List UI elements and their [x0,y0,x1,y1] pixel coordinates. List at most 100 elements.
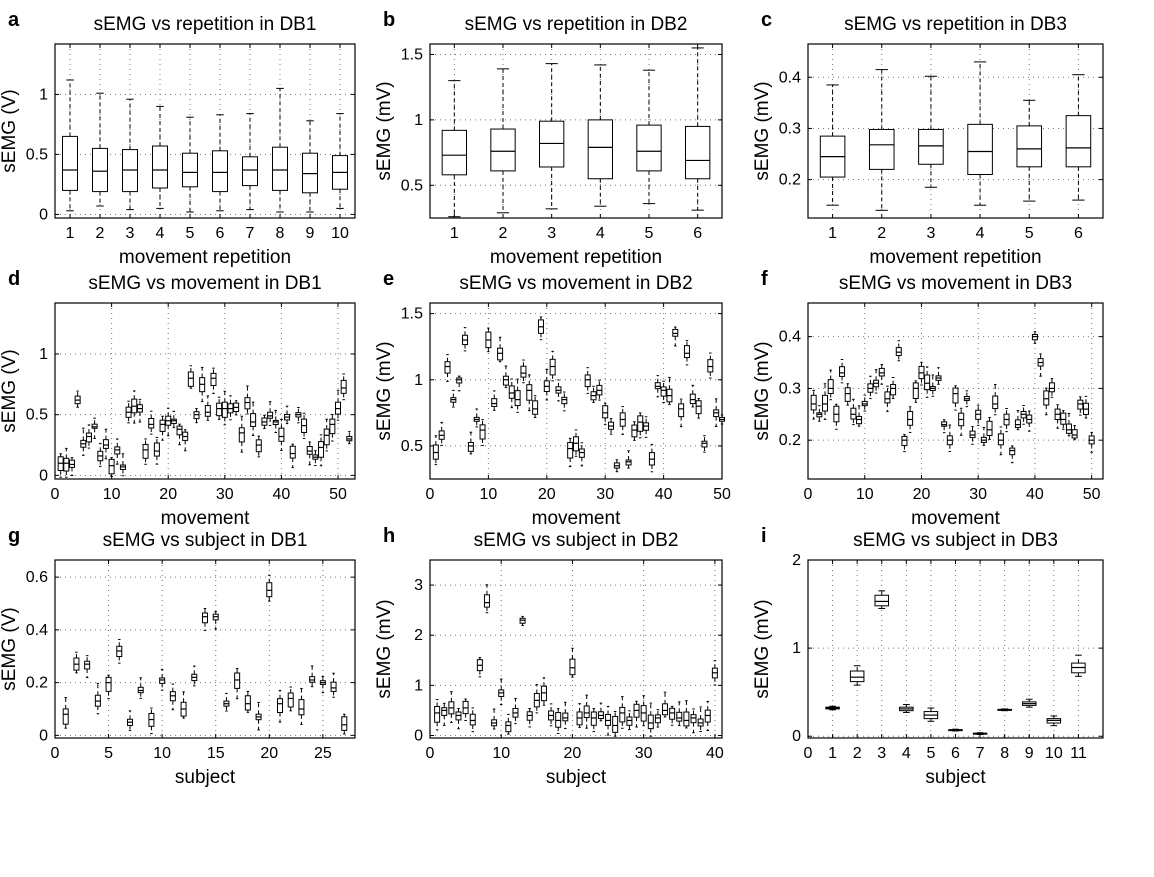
y-axis-label: sEMG (V) [0,349,20,432]
axes-frame [807,559,1104,739]
box-34 [669,705,676,726]
x-tick-label: 2 [853,745,862,762]
y-tick-label: 0.6 [26,569,48,586]
iqr-box [456,377,463,384]
box-13 [125,400,132,424]
box-28 [626,710,633,731]
box-9 [1021,698,1037,708]
iqr-box [1071,429,1078,439]
iqr-box [590,711,597,726]
x-axis-label: movement repetition [869,247,1041,268]
iqr-box [612,715,619,733]
box-30 [602,402,609,426]
y-tick-label: 0.2 [779,172,801,189]
box-25 [946,424,953,453]
iqr-box [952,387,959,404]
iqr-box [323,428,330,446]
box-10 [332,113,348,209]
iqr-box [584,374,591,388]
box-18 [555,708,562,735]
x-tick-label: 30 [969,486,987,503]
box-1 [819,84,846,206]
x-tick-label: 10 [331,225,349,242]
box-11 [114,438,121,465]
box-37 [1014,409,1021,431]
box-32 [654,709,661,728]
iqr-box [707,359,714,373]
iqr-box [1043,390,1050,406]
axes-frame [807,43,1104,219]
box-6 [85,424,92,449]
box-38 [648,443,655,473]
box-10 [159,668,166,691]
box-2 [441,702,448,726]
panel-letter: i [761,525,767,547]
iqr-box [1077,399,1084,410]
iqr-box [683,711,690,727]
box-36 [637,412,644,439]
box-27 [584,367,591,394]
iqr-box [901,435,908,447]
axes-frame [54,43,356,219]
iqr-box [969,430,976,439]
box-16 [895,340,902,362]
box-4 [587,64,614,207]
axes-frame [54,302,356,480]
x-axis-label: movement [532,508,621,529]
box-32 [986,416,993,440]
panel-letter: g [8,525,20,547]
iqr-box [941,421,948,427]
box-27 [619,696,626,729]
box-27 [958,407,965,436]
box-4 [899,704,914,713]
iqr-box [636,124,662,172]
box-16 [540,677,547,706]
iqr-box [549,358,556,376]
x-tick-label: 2 [877,225,886,242]
panel-title: sEMG vs repetition in DB1 [94,14,317,35]
box-30 [221,390,228,426]
box-4 [827,369,834,401]
box-29 [596,379,603,401]
box-28 [590,385,597,403]
y-tick-label: 3 [414,577,423,594]
box-1 [441,80,467,218]
iqr-box [266,582,273,598]
iqr-box [234,672,241,689]
y-axis-label: sEMG (mV) [374,599,395,698]
iqr-box [176,425,183,436]
box-28 [210,367,217,394]
y-tick-label: 1 [792,640,801,657]
iqr-box [561,396,568,405]
y-axis-label: sEMG (V) [0,89,20,172]
box-28 [963,390,970,408]
x-tick-label: 4 [156,225,165,242]
box-20 [918,361,925,386]
box-39 [1026,410,1033,432]
iqr-box [1048,382,1055,393]
iqr-box [997,433,1004,446]
x-axis-label: subject [175,767,236,788]
x-tick-label: 40 [655,486,673,503]
x-tick-label: 0 [426,745,435,762]
box-18 [153,436,160,465]
iqr-box [68,459,75,468]
box-42 [1043,387,1050,416]
box-5 [923,707,939,722]
y-tick-label: 1 [414,372,423,389]
box-38 [1020,405,1027,425]
x-tick-label: 4 [596,225,605,242]
box-26 [612,711,619,737]
iqr-box [238,427,245,443]
x-tick-label: 7 [246,225,255,242]
box-2 [92,92,108,207]
box-1 [62,697,69,729]
x-tick-label: 0 [804,745,813,762]
iqr-box [676,711,683,722]
box-6 [839,358,846,384]
iqr-box [890,384,897,396]
box-24 [597,702,604,722]
box-6 [948,728,963,732]
iqr-box [212,150,228,193]
